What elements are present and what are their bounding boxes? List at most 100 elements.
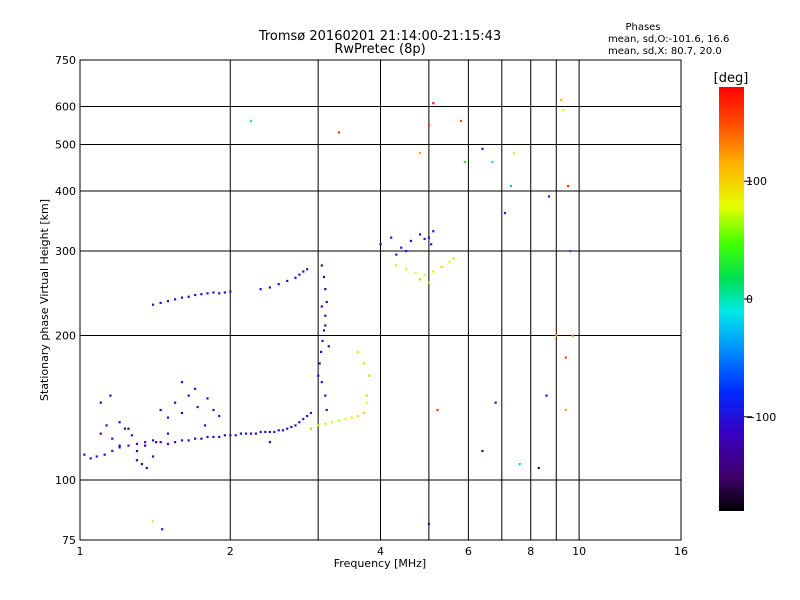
x-tick-label: 1 — [77, 545, 84, 558]
x-tick-label: 10 — [572, 545, 586, 558]
data-point — [344, 418, 347, 421]
data-point — [180, 439, 184, 442]
data-point — [151, 439, 155, 442]
data-point — [481, 449, 484, 453]
data-point — [206, 292, 209, 295]
y-axis-tick-labels: 75 100 200 300 400 500 600 750 — [55, 54, 76, 547]
data-point — [223, 291, 226, 294]
data-point — [324, 324, 327, 327]
data-point — [452, 257, 455, 260]
data-point — [309, 427, 312, 430]
y-tick-label: 75 — [62, 534, 76, 547]
data-point — [325, 408, 328, 412]
data-point — [368, 374, 371, 377]
x-tick-label: 2 — [227, 545, 234, 558]
data-point — [130, 434, 134, 437]
data-point — [427, 281, 431, 284]
data-point — [196, 405, 199, 409]
data-point — [159, 408, 162, 412]
data-point — [286, 279, 289, 283]
data-point — [337, 419, 341, 422]
data-point — [223, 434, 226, 437]
data-point — [337, 131, 341, 134]
data-point — [365, 401, 368, 404]
data-point — [127, 427, 130, 430]
data-point — [103, 453, 106, 456]
data-point — [322, 329, 326, 332]
data-point — [118, 446, 121, 449]
data-point — [259, 288, 262, 291]
data-point — [277, 429, 280, 432]
data-point — [99, 401, 102, 404]
data-point — [331, 421, 334, 424]
data-point — [206, 435, 209, 439]
data-point — [324, 314, 327, 317]
data-point — [111, 437, 114, 440]
data-point — [218, 414, 221, 418]
data-point — [173, 441, 177, 444]
data-point — [135, 442, 139, 445]
data-point — [564, 408, 567, 412]
data-point — [362, 362, 365, 365]
data-point — [268, 430, 271, 434]
data-point — [419, 278, 422, 281]
data-point — [324, 288, 327, 291]
data-point — [481, 147, 484, 150]
legend-line-x-mode: mean, sd,X: 80.7, 20.0 — [608, 46, 722, 57]
data-point — [166, 416, 170, 419]
data-point — [118, 421, 121, 424]
data-point — [320, 350, 323, 353]
data-point — [430, 243, 433, 246]
data-point — [321, 339, 324, 343]
data-point — [400, 246, 403, 249]
data-point — [414, 271, 417, 275]
data-point — [200, 293, 203, 296]
legend-title: Phases — [625, 22, 660, 33]
data-point — [286, 427, 289, 430]
colorbar-tick-label: 100 — [746, 175, 767, 188]
data-point — [99, 432, 102, 435]
data-point — [294, 276, 297, 279]
data-point — [159, 441, 162, 444]
data-point — [83, 453, 86, 456]
x-tick-label: 16 — [674, 545, 688, 558]
colorbar-tick-label: −100 — [746, 411, 776, 424]
data-point — [306, 414, 309, 418]
data-point — [436, 408, 439, 412]
data-point — [206, 397, 209, 400]
data-point — [268, 286, 271, 289]
y-tick-label: 200 — [55, 330, 76, 343]
data-point — [187, 439, 190, 442]
y-tick-label: 750 — [55, 54, 76, 67]
data-point — [194, 293, 197, 297]
data-point — [249, 119, 253, 123]
data-point — [494, 401, 497, 404]
data-point — [95, 455, 98, 458]
data-point — [180, 411, 184, 415]
data-point — [166, 300, 170, 303]
data-point — [379, 243, 382, 246]
data-point — [569, 250, 572, 253]
data-point — [302, 418, 305, 421]
data-point — [290, 425, 293, 429]
data-point — [503, 212, 507, 215]
data-point — [111, 449, 114, 453]
data-point — [249, 432, 253, 435]
data-point — [180, 296, 184, 299]
data-point — [327, 345, 330, 348]
data-point — [427, 236, 431, 239]
y-tick-label: 600 — [55, 101, 76, 114]
data-point — [173, 298, 177, 301]
data-point — [356, 350, 359, 353]
data-point — [161, 528, 164, 531]
data-point — [200, 437, 203, 440]
data-point — [432, 230, 435, 233]
y-tick-label: 500 — [55, 139, 76, 152]
colorbar — [719, 87, 744, 511]
data-point — [409, 239, 412, 243]
data-point — [281, 429, 285, 432]
data-point — [491, 160, 494, 164]
data-point — [268, 441, 271, 444]
data-point — [234, 434, 237, 437]
